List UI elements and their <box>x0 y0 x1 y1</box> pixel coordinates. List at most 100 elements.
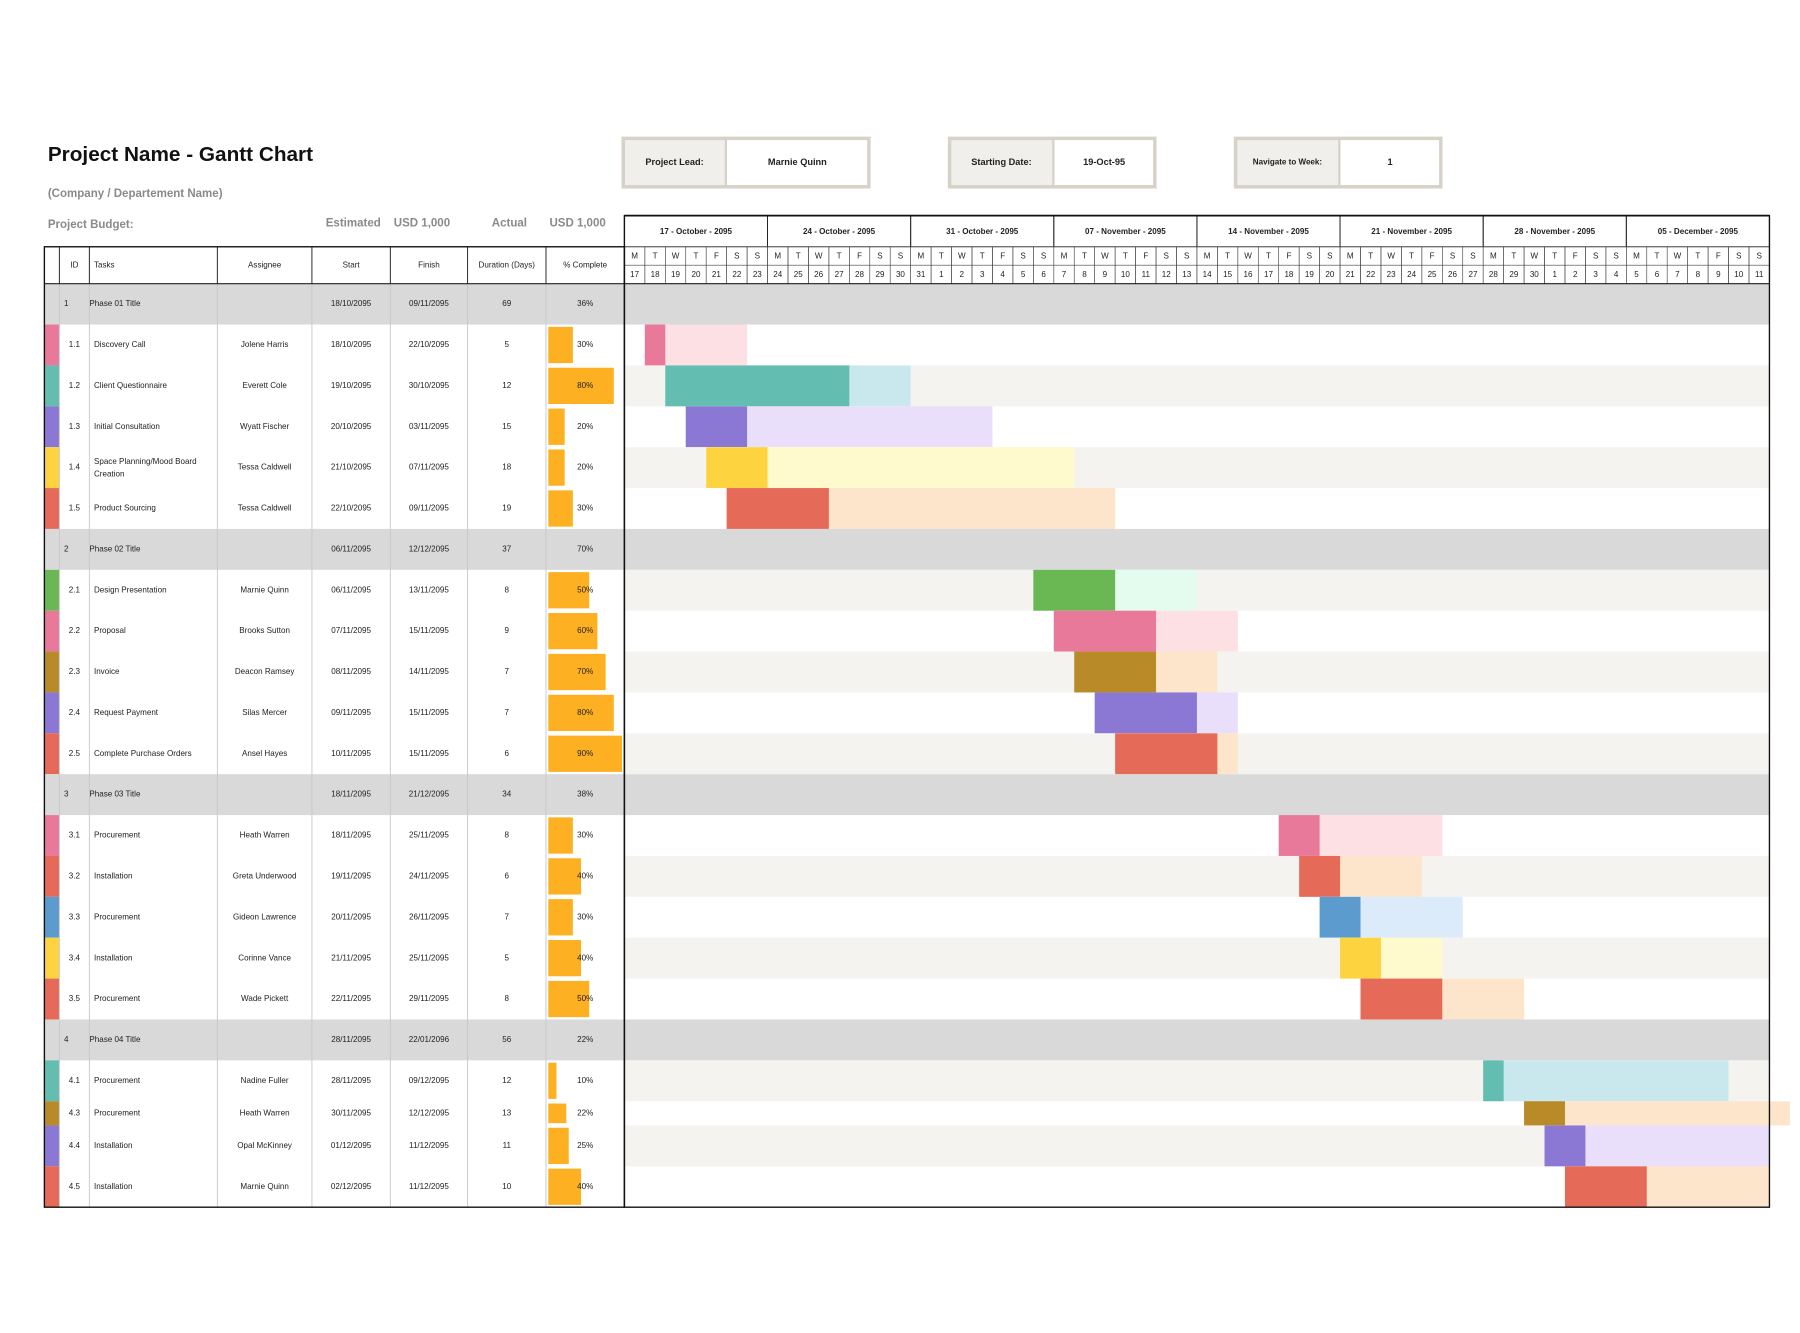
start-date: 20/10/2095 <box>331 422 372 431</box>
day-letter: F <box>714 252 719 261</box>
duration: 12 <box>502 1076 511 1085</box>
column-header: Duration (Days) <box>479 260 536 269</box>
task-id: 3.2 <box>69 872 81 881</box>
start-date: 06/11/2095 <box>331 585 371 594</box>
day-letter: W <box>1101 252 1109 261</box>
complete-label: 22% <box>577 1108 593 1117</box>
day-number: 30 <box>896 270 905 279</box>
phase-duration: 56 <box>502 1035 511 1044</box>
day-letter: M <box>1490 252 1497 261</box>
gantt-done <box>1564 1166 1647 1208</box>
day-number: 21 <box>1346 270 1355 279</box>
day-number: 10 <box>1121 270 1130 279</box>
complete-label: 70% <box>577 667 593 676</box>
start-date: 22/10/2095 <box>331 504 372 513</box>
phase-finish: 21/12/2095 <box>409 790 450 799</box>
finish-date: 09/12/2095 <box>409 1076 450 1085</box>
task-name: Request Payment <box>94 708 159 717</box>
day-letter: S <box>1736 252 1741 261</box>
duration: 19 <box>502 504 511 513</box>
duration: 12 <box>502 381 511 390</box>
finish-date: 25/11/2095 <box>409 831 449 840</box>
phase-start: 18/10/2095 <box>331 299 372 308</box>
task-name: Installation <box>94 1141 133 1150</box>
task-name: Space Planning/Mood Board Creation <box>94 457 199 479</box>
day-number: 9 <box>1716 270 1721 279</box>
day-number: 4 <box>1614 270 1619 279</box>
task-name: Invoice <box>94 667 120 676</box>
assignee: Marnie Quinn <box>240 1182 288 1191</box>
day-letter: T <box>939 252 944 261</box>
assignee: Tessa Caldwell <box>238 463 292 472</box>
duration: 5 <box>505 953 510 962</box>
info-box <box>621 136 871 189</box>
day-letter: F <box>857 252 862 261</box>
day-number: 28 <box>1489 270 1498 279</box>
task-id: 1.4 <box>69 463 81 472</box>
start-date: 02/12/2095 <box>331 1182 372 1191</box>
task-color-stripe <box>44 896 60 938</box>
task-color-stripe <box>44 855 60 897</box>
day-number: 10 <box>1734 270 1743 279</box>
day-number: 23 <box>1387 270 1396 279</box>
task-name: Procurement <box>94 912 141 921</box>
day-letter: T <box>1655 252 1660 261</box>
task-color-stripe <box>44 978 60 1020</box>
start-date: 01/12/2095 <box>331 1141 372 1150</box>
day-number: 23 <box>753 270 762 279</box>
finish-date: 03/11/2095 <box>409 422 449 431</box>
day-number: 13 <box>1182 270 1191 279</box>
complete-bar <box>548 940 582 977</box>
day-number: 3 <box>1593 270 1598 279</box>
task-id: 4.5 <box>69 1182 81 1191</box>
gantt-done <box>1360 978 1443 1020</box>
start-date: 30/11/2095 <box>331 1108 371 1117</box>
complete-label: 40% <box>577 872 593 881</box>
gantt-done <box>1544 1125 1586 1167</box>
start-date: 22/11/2095 <box>331 994 371 1003</box>
assignee: Jolene Harris <box>241 340 289 349</box>
complete-label: 10% <box>577 1076 593 1085</box>
day-number: 3 <box>980 270 985 279</box>
assignee: Marnie Quinn <box>240 585 288 594</box>
phase-complete: 70% <box>577 544 593 553</box>
assignee: Wade Pickett <box>241 994 289 1003</box>
column-header: Start <box>343 260 361 269</box>
phase-complete: 38% <box>577 790 593 799</box>
task-id: 4.1 <box>69 1076 81 1085</box>
complete-bar <box>548 449 565 486</box>
gantt-done <box>706 447 768 489</box>
phase-id: 3 <box>64 790 69 799</box>
duration: 11 <box>503 1141 512 1150</box>
complete-bar <box>548 1127 569 1165</box>
day-letter: F <box>1143 252 1148 261</box>
start-date: 08/11/2095 <box>331 667 371 676</box>
day-letter: M <box>1633 252 1640 261</box>
day-letter: T <box>1266 252 1271 261</box>
complete-label: 30% <box>577 912 593 921</box>
phase-id: 1 <box>64 299 69 308</box>
day-letter: S <box>898 252 903 261</box>
start-date: 19/11/2095 <box>331 872 371 881</box>
day-letter: M <box>1347 252 1354 261</box>
finish-date: 13/11/2095 <box>409 585 449 594</box>
finish-date: 24/11/2095 <box>409 872 449 881</box>
start-date: 09/11/2095 <box>331 708 371 717</box>
day-letter: T <box>1225 252 1230 261</box>
info-label: Navigate to Week: <box>1253 158 1322 167</box>
duration: 15 <box>502 422 511 431</box>
complete-bar <box>548 408 565 445</box>
day-number: 7 <box>1062 270 1067 279</box>
phase-title: Phase 02 Title <box>89 544 141 553</box>
complete-label: 20% <box>577 463 593 472</box>
assignee: Deacon Ramsey <box>235 667 296 676</box>
day-number: 6 <box>1655 270 1660 279</box>
column-header: Assignee <box>248 260 282 269</box>
day-number: 19 <box>1305 270 1314 279</box>
day-number: 27 <box>835 270 844 279</box>
day-number: 16 <box>1244 270 1253 279</box>
budget-label: Project Budget: <box>48 219 134 231</box>
day-letter: S <box>1757 252 1762 261</box>
complete-label: 50% <box>577 585 593 594</box>
day-letter: T <box>1695 252 1700 261</box>
